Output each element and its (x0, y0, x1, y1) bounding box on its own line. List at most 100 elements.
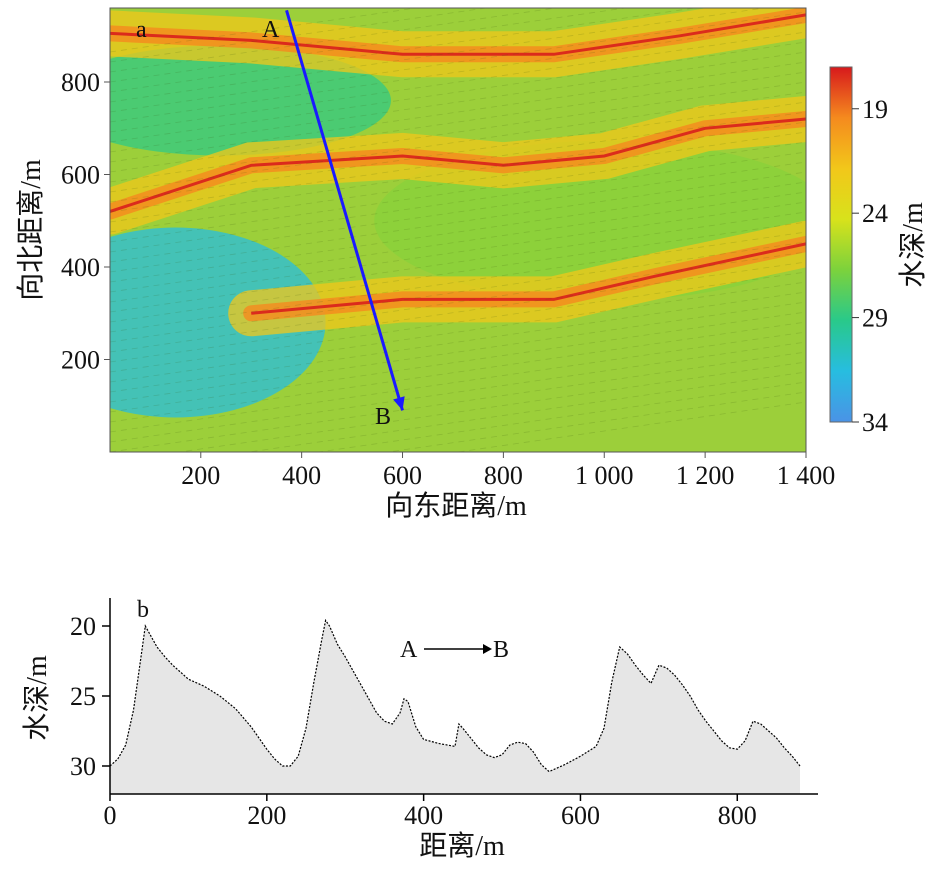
sand-ripple (110, 121, 806, 223)
y-axis-label-a: 向北距离/m (15, 159, 47, 301)
sand-ripple (110, 331, 806, 433)
sand-ripple (110, 61, 806, 163)
x-tick-label-b: 400 (404, 801, 443, 830)
colorbar: 19 24 29 34 水深/m (829, 66, 929, 437)
sand-ripple (110, 211, 806, 313)
colorbar-ticks: 19 24 29 34 (852, 95, 888, 437)
sand-ripple (246, 371, 806, 452)
profile-start-label: A (262, 17, 280, 43)
ridge-crest (251, 242, 806, 315)
sand-ripple (385, 391, 806, 452)
x-tick-label-b: 200 (247, 801, 286, 830)
x-axis-label-a: 向东距离/m (385, 490, 527, 522)
map-frame (109, 7, 807, 453)
sand-ripple (315, 381, 806, 452)
sand-ripple (110, 291, 806, 393)
sand-ripple (110, 21, 806, 123)
y-tick-label-b: 30 (70, 752, 96, 781)
y-tick-label-a: 800 (61, 68, 100, 97)
sand-ripple (110, 81, 806, 183)
sand-ripple (110, 41, 806, 143)
sand-ripple (110, 191, 806, 293)
y-tick-label-a: 600 (61, 161, 100, 190)
sand-ripple (110, 221, 806, 323)
sand-ripple (110, 111, 806, 213)
deep-zone (110, 227, 326, 418)
colorbar-label: 水深/m (897, 202, 929, 288)
x-axis-label-b: 距离/m (419, 830, 505, 862)
sand-ripple (110, 71, 806, 173)
sand-ripple (110, 241, 806, 343)
y-axis-b: 20 25 30 (70, 612, 110, 781)
profile-line (285, 9, 405, 411)
x-tick-label-a: 1 200 (676, 461, 735, 490)
profile-end-label: B (375, 404, 391, 430)
x-axis-a: 200 400 600 800 1 000 1 200 1 400 (181, 452, 835, 490)
x-tick-label-a: 800 (484, 461, 523, 490)
colorbar-tick-label: 24 (862, 199, 888, 228)
map-layers (110, 8, 806, 452)
x-tick-label-a: 1 400 (777, 461, 836, 490)
panel-label-a: a (136, 17, 147, 43)
x-tick-label-a: 200 (181, 461, 220, 490)
annotation-from: A (400, 637, 418, 663)
sand-ripple (110, 141, 806, 243)
profile-area (110, 620, 800, 794)
x-tick-label-b: 800 (718, 801, 757, 830)
x-axis-b: 0 200 400 600 800 (104, 794, 757, 830)
sand-ripple (110, 231, 806, 333)
y-tick-label-b: 20 (70, 612, 96, 641)
colorbar-tick-label: 19 (862, 95, 888, 124)
y-axis-label-b: 水深/m (21, 655, 53, 741)
bathymetry-map (110, 8, 806, 452)
sand-ripple (110, 8, 698, 93)
sand-ripple (110, 151, 806, 253)
direction-annotation: A B (400, 637, 509, 663)
panel-b: b A B 0 200 400 600 800 20 25 30 距离/m 水深/m (21, 597, 818, 862)
colorbar-tick-label: 34 (862, 408, 888, 437)
sand-ripple (110, 11, 806, 113)
annotation-to: B (493, 637, 509, 663)
x-tick-label-a: 400 (282, 461, 321, 490)
panel-label-b: b (137, 597, 149, 623)
sand-ripple (110, 171, 806, 273)
y-tick-label-a: 400 (61, 253, 100, 282)
sand-ripple (110, 101, 806, 203)
y-tick-label-b: 25 (70, 682, 96, 711)
profile-outline (110, 618, 801, 773)
colorbar-gradient (829, 66, 853, 423)
x-tick-label-a: 600 (383, 461, 422, 490)
sand-ripple (110, 201, 806, 303)
colorbar-tick-label: 29 (862, 304, 888, 333)
x-tick-label-a: 1 000 (575, 461, 634, 490)
sand-ripple (110, 31, 806, 133)
sand-ripple (176, 361, 806, 452)
sand-ripple (110, 321, 806, 423)
profile-line-arrowhead (393, 396, 405, 411)
profile-line-segment (285, 9, 404, 411)
sand-ripple (110, 281, 806, 383)
x-tick-label-b: 0 (104, 801, 117, 830)
sand-ripple (110, 91, 806, 193)
y-tick-label-a: 200 (61, 346, 100, 375)
sand-ripple (110, 311, 806, 413)
panel-a: a A B 200 400 600 800 1 000 1 200 1 400 200 400… (15, 7, 929, 522)
sand-ripple (110, 251, 806, 353)
sand-ripple (455, 401, 806, 452)
sand-ripple (110, 181, 806, 283)
sand-ripple (110, 351, 806, 452)
y-axis-a: 200 400 600 800 (61, 68, 110, 375)
sand-ripple (110, 271, 806, 373)
x-tick-label-b: 600 (561, 801, 600, 830)
sand-ripple (110, 131, 806, 233)
sand-ripple (110, 301, 806, 403)
sand-ripple (110, 161, 806, 263)
sand-ripple (110, 51, 806, 153)
ridge-crest (110, 13, 806, 56)
annotation-arrowhead (483, 644, 492, 654)
sand-ripple (110, 8, 768, 103)
sand-ripple (110, 341, 806, 443)
sand-ripple (110, 261, 806, 363)
ridge-crest (110, 117, 806, 213)
